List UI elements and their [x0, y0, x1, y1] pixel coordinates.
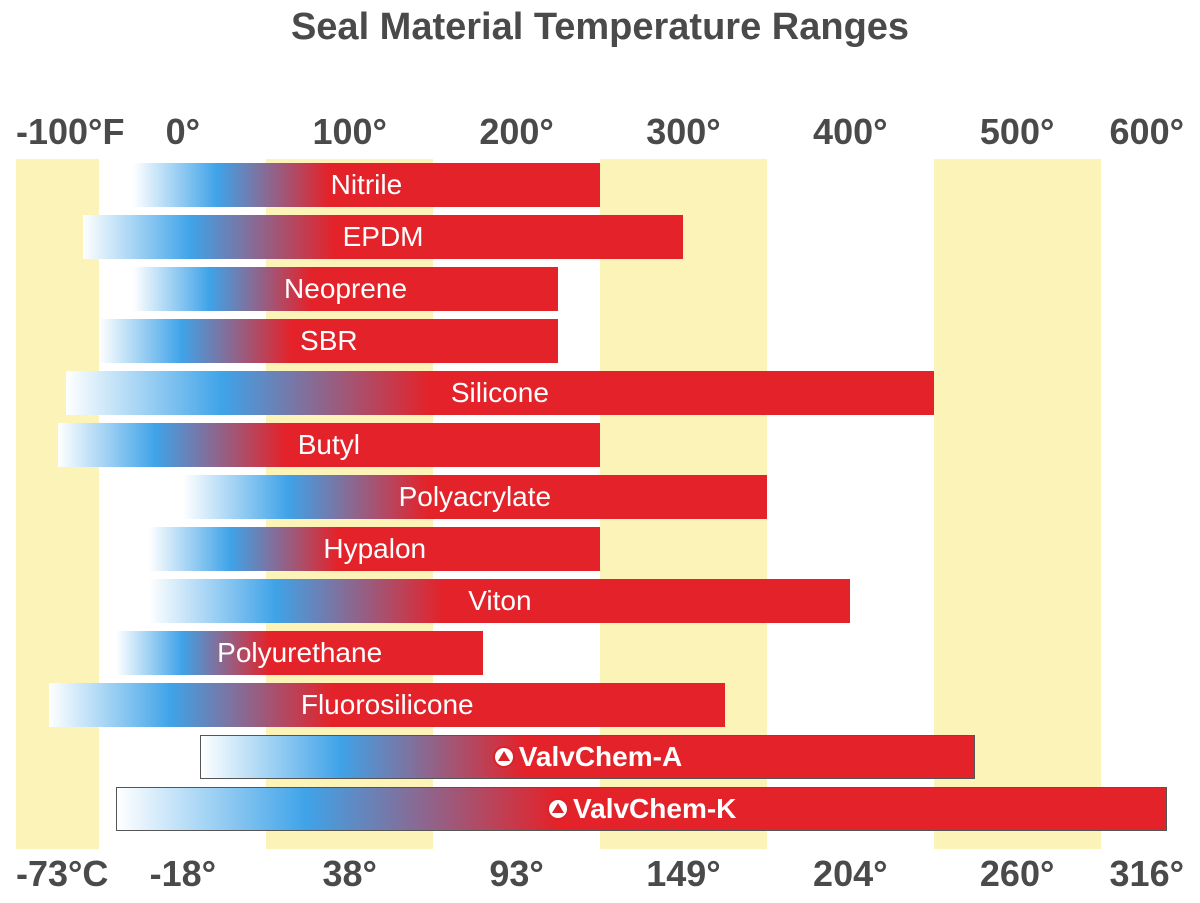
bar-row: Polyacrylate — [16, 475, 1184, 519]
material-bar: ValvChem-K — [116, 787, 1167, 831]
bar-row: Fluorosilicone — [16, 683, 1184, 727]
plot-region: Nitrile EPDM Neoprene SBR Silicone Butyl Polya… — [16, 159, 1184, 849]
material-bar: Fluorosilicone — [49, 683, 725, 727]
material-bar: ValvChem-A — [200, 735, 976, 779]
material-label: ValvChem-A — [519, 741, 682, 773]
material-label: Butyl — [298, 429, 360, 461]
bar-row: Hypalon — [16, 527, 1184, 571]
bar-row: ValvChem-K — [16, 787, 1184, 831]
valvchem-logo-icon — [493, 746, 515, 768]
axis-bottom-tick: -73°C — [16, 853, 108, 895]
material-label: Viton — [468, 585, 531, 617]
valvchem-logo-icon — [547, 798, 569, 820]
material-bar: SBR — [99, 319, 558, 363]
material-bar: Nitrile — [133, 163, 600, 207]
material-label: Silicone — [451, 377, 549, 409]
axis-top-tick: 600° — [1110, 111, 1184, 153]
axis-bottom-tick: 260° — [980, 853, 1054, 895]
bar-row: EPDM — [16, 215, 1184, 259]
material-bar: Polyurethane — [116, 631, 483, 675]
material-label: EPDM — [343, 221, 424, 253]
bar-row: Nitrile — [16, 163, 1184, 207]
axis-top-tick: 500° — [980, 111, 1054, 153]
axis-top-fahrenheit: -100°F 0° 100° 200° 300° 400° 500° 600° — [16, 111, 1184, 155]
chart-title: Seal Material Temperature Ranges — [0, 0, 1200, 49]
material-label: Nitrile — [331, 169, 403, 201]
material-label: Polyurethane — [217, 637, 382, 669]
bar-row: Neoprene — [16, 267, 1184, 311]
material-bar: Silicone — [66, 371, 934, 415]
material-label: SBR — [300, 325, 358, 357]
axis-bottom-celsius: -73°C -18° 38° 93° 149° 204° 260° 316° — [16, 853, 1184, 897]
material-bar: Neoprene — [133, 267, 558, 311]
axis-bottom-tick: 149° — [646, 853, 720, 895]
material-label: Neoprene — [284, 273, 407, 305]
material-label: Fluorosilicone — [301, 689, 474, 721]
axis-top-tick: 300° — [646, 111, 720, 153]
bar-row: Viton — [16, 579, 1184, 623]
bar-row: ValvChem-A — [16, 735, 1184, 779]
axis-top-tick: 400° — [813, 111, 887, 153]
axis-bottom-tick: 38° — [322, 853, 376, 895]
axis-bottom-tick: 93° — [489, 853, 543, 895]
axis-top-tick: -100°F — [16, 111, 124, 153]
axis-top-tick: 0° — [166, 111, 200, 153]
bar-row: Silicone — [16, 371, 1184, 415]
material-label: Hypalon — [323, 533, 426, 565]
chart-area: Nitrile EPDM Neoprene SBR Silicone Butyl Polya… — [0, 103, 1200, 903]
material-bar: Polyacrylate — [183, 475, 767, 519]
material-bar: Butyl — [58, 423, 600, 467]
axis-top-tick: 200° — [479, 111, 553, 153]
axis-bottom-tick: 204° — [813, 853, 887, 895]
bar-row: Polyurethane — [16, 631, 1184, 675]
material-label: ValvChem-K — [573, 793, 736, 825]
material-bar: Viton — [149, 579, 850, 623]
axis-bottom-tick: -18° — [150, 853, 216, 895]
material-bar: EPDM — [83, 215, 684, 259]
bar-row: Butyl — [16, 423, 1184, 467]
axis-top-tick: 100° — [312, 111, 386, 153]
axis-bottom-tick: 316° — [1110, 853, 1184, 895]
bar-row: SBR — [16, 319, 1184, 363]
material-bar: Hypalon — [149, 527, 600, 571]
material-label: Polyacrylate — [399, 481, 552, 513]
